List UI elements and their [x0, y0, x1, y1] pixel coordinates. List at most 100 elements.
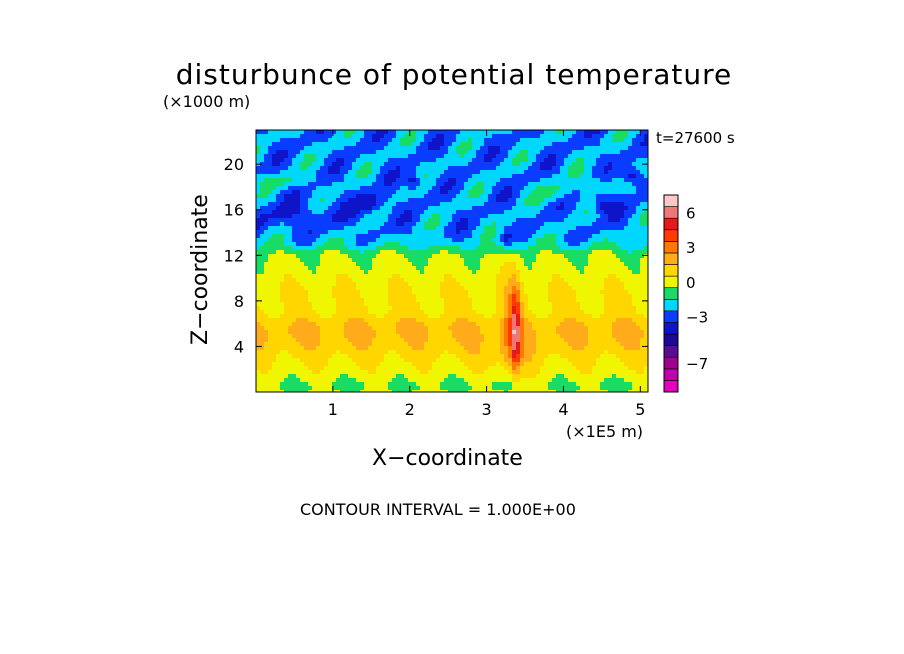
- field-cell: [516, 362, 520, 366]
- field-cell: [340, 342, 344, 346]
- field-cell: [336, 222, 340, 226]
- field-cell: [300, 134, 304, 138]
- field-cell: [316, 310, 320, 314]
- field-cell: [476, 378, 480, 382]
- field-cell: [444, 294, 448, 298]
- field-cell: [456, 218, 460, 222]
- field-cell: [428, 134, 432, 138]
- field-cell: [348, 202, 352, 206]
- field-cell: [284, 302, 288, 306]
- field-cell: [544, 326, 548, 330]
- field-cell: [300, 238, 304, 242]
- field-cell: [448, 222, 452, 226]
- field-cell: [368, 390, 372, 392]
- field-cell: [296, 370, 300, 374]
- field-cell: [316, 318, 320, 322]
- field-cell: [464, 210, 468, 214]
- field-cell: [308, 154, 312, 158]
- field-cell: [284, 258, 288, 262]
- field-cell: [484, 246, 488, 250]
- field-cell: [336, 158, 340, 162]
- field-cell: [320, 238, 324, 242]
- field-cell: [484, 346, 488, 350]
- field-cell: [288, 278, 292, 282]
- field-cell: [280, 230, 284, 234]
- field-cell: [476, 290, 480, 294]
- field-cell: [344, 282, 348, 286]
- field-cell: [340, 330, 344, 334]
- field-cell: [288, 370, 292, 374]
- field-cell: [280, 214, 284, 218]
- field-cell: [288, 226, 292, 230]
- field-cell: [312, 354, 316, 358]
- field-cell: [396, 330, 400, 334]
- field-cell: [536, 238, 540, 242]
- field-cell: [340, 162, 344, 166]
- field-cell: [352, 250, 356, 254]
- field-cell: [380, 262, 384, 266]
- field-cell: [464, 302, 468, 306]
- field-cell: [316, 346, 320, 350]
- field-cell: [444, 274, 448, 278]
- field-cell: [484, 154, 488, 158]
- field-cell: [332, 222, 336, 226]
- field-cell: [412, 234, 416, 238]
- field-cell: [476, 186, 480, 190]
- field-cell: [296, 306, 300, 310]
- field-cell: [424, 246, 428, 250]
- field-cell: [544, 170, 548, 174]
- field-cell: [424, 338, 428, 342]
- field-cell: [516, 274, 520, 278]
- field-cell: [396, 222, 400, 226]
- field-cell: [532, 390, 536, 392]
- field-cell: [416, 346, 420, 350]
- field-cell: [316, 230, 320, 234]
- field-cell: [532, 254, 536, 258]
- field-cell: [428, 350, 432, 354]
- field-cell: [380, 194, 384, 198]
- field-cell: [384, 170, 388, 174]
- field-cell: [348, 194, 352, 198]
- field-cell: [460, 330, 464, 334]
- field-cell: [364, 390, 368, 392]
- field-cell: [464, 150, 468, 154]
- field-cell: [408, 254, 412, 258]
- field-cell: [372, 242, 376, 246]
- field-cell: [452, 262, 456, 266]
- field-cell: [332, 294, 336, 298]
- field-cell: [336, 134, 340, 138]
- field-cell: [360, 342, 364, 346]
- field-cell: [500, 354, 504, 358]
- field-cell: [364, 178, 368, 182]
- field-cell: [440, 286, 444, 290]
- field-cell: [344, 362, 348, 366]
- field-cell: [480, 190, 484, 194]
- field-cell: [324, 150, 328, 154]
- field-cell: [404, 282, 408, 286]
- field-cell: [300, 194, 304, 198]
- field-cell: [532, 342, 536, 346]
- field-cell: [368, 254, 372, 258]
- field-cell: [528, 330, 532, 334]
- field-cell: [548, 254, 552, 258]
- field-cell: [336, 302, 340, 306]
- field-cell: [520, 246, 524, 250]
- field-cell: [268, 306, 272, 310]
- field-cell: [432, 174, 436, 178]
- field-cell: [476, 210, 480, 214]
- field-cell: [436, 270, 440, 274]
- field-cell: [336, 198, 340, 202]
- field-cell: [412, 302, 416, 306]
- field-cell: [392, 178, 396, 182]
- field-cell: [548, 206, 552, 210]
- field-cell: [456, 238, 460, 242]
- field-cell: [500, 242, 504, 246]
- field-cell: [388, 162, 392, 166]
- field-cell: [352, 286, 356, 290]
- field-cell: [496, 330, 500, 334]
- field-cell: [340, 334, 344, 338]
- field-cell: [384, 330, 388, 334]
- field-cell: [276, 206, 280, 210]
- field-cell: [516, 318, 520, 322]
- field-cell: [472, 378, 476, 382]
